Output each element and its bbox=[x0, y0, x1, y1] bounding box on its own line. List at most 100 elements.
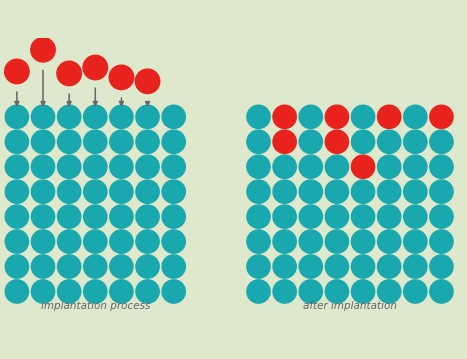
Circle shape bbox=[5, 180, 28, 203]
Circle shape bbox=[83, 55, 107, 80]
Circle shape bbox=[162, 280, 185, 303]
Circle shape bbox=[299, 130, 322, 153]
Circle shape bbox=[351, 230, 375, 253]
Circle shape bbox=[110, 205, 133, 228]
Circle shape bbox=[162, 205, 185, 228]
Circle shape bbox=[162, 180, 185, 203]
Circle shape bbox=[430, 255, 453, 278]
Circle shape bbox=[299, 230, 322, 253]
Circle shape bbox=[57, 255, 81, 278]
Circle shape bbox=[351, 105, 375, 129]
Circle shape bbox=[325, 180, 348, 203]
Circle shape bbox=[430, 180, 453, 203]
Circle shape bbox=[136, 155, 159, 178]
Circle shape bbox=[110, 230, 133, 253]
Circle shape bbox=[110, 155, 133, 178]
Circle shape bbox=[403, 280, 427, 303]
Circle shape bbox=[430, 105, 453, 129]
Circle shape bbox=[162, 230, 185, 253]
Circle shape bbox=[377, 105, 401, 129]
Circle shape bbox=[430, 205, 453, 228]
Circle shape bbox=[162, 105, 185, 129]
Circle shape bbox=[403, 205, 427, 228]
Circle shape bbox=[57, 130, 81, 153]
Circle shape bbox=[136, 180, 159, 203]
Circle shape bbox=[377, 230, 401, 253]
Circle shape bbox=[162, 155, 185, 178]
Text: implantation process: implantation process bbox=[41, 301, 150, 311]
Circle shape bbox=[377, 130, 401, 153]
Circle shape bbox=[377, 280, 401, 303]
Circle shape bbox=[273, 105, 296, 129]
Circle shape bbox=[84, 180, 107, 203]
Circle shape bbox=[5, 255, 28, 278]
Circle shape bbox=[84, 255, 107, 278]
Circle shape bbox=[351, 180, 375, 203]
Circle shape bbox=[57, 205, 81, 228]
Circle shape bbox=[430, 155, 453, 178]
Circle shape bbox=[377, 255, 401, 278]
Circle shape bbox=[273, 155, 296, 178]
Circle shape bbox=[299, 255, 322, 278]
Circle shape bbox=[377, 180, 401, 203]
Circle shape bbox=[136, 230, 159, 253]
Circle shape bbox=[299, 205, 322, 228]
Circle shape bbox=[351, 205, 375, 228]
Circle shape bbox=[136, 130, 159, 153]
Circle shape bbox=[109, 65, 134, 90]
Circle shape bbox=[110, 130, 133, 153]
Circle shape bbox=[377, 155, 401, 178]
Circle shape bbox=[110, 280, 133, 303]
Circle shape bbox=[31, 255, 55, 278]
Circle shape bbox=[299, 155, 322, 178]
Circle shape bbox=[31, 155, 55, 178]
Circle shape bbox=[273, 230, 296, 253]
Circle shape bbox=[325, 155, 348, 178]
Circle shape bbox=[31, 280, 55, 303]
Circle shape bbox=[5, 59, 29, 84]
Circle shape bbox=[247, 105, 270, 129]
Circle shape bbox=[136, 105, 159, 129]
Circle shape bbox=[5, 155, 28, 178]
Circle shape bbox=[247, 205, 270, 228]
Circle shape bbox=[110, 255, 133, 278]
Circle shape bbox=[325, 280, 348, 303]
Circle shape bbox=[110, 180, 133, 203]
Circle shape bbox=[377, 205, 401, 228]
Circle shape bbox=[403, 180, 427, 203]
Circle shape bbox=[273, 130, 296, 153]
Circle shape bbox=[351, 130, 375, 153]
Circle shape bbox=[273, 255, 296, 278]
Circle shape bbox=[57, 61, 81, 86]
Circle shape bbox=[31, 230, 55, 253]
Text: after implantation: after implantation bbox=[303, 301, 397, 311]
Circle shape bbox=[325, 205, 348, 228]
Circle shape bbox=[31, 205, 55, 228]
Circle shape bbox=[57, 280, 81, 303]
Circle shape bbox=[110, 105, 133, 129]
Circle shape bbox=[31, 105, 55, 129]
Circle shape bbox=[403, 155, 427, 178]
Circle shape bbox=[403, 230, 427, 253]
Circle shape bbox=[351, 255, 375, 278]
Circle shape bbox=[325, 230, 348, 253]
Circle shape bbox=[136, 255, 159, 278]
Circle shape bbox=[325, 105, 348, 129]
Circle shape bbox=[273, 205, 296, 228]
Circle shape bbox=[57, 155, 81, 178]
Circle shape bbox=[136, 280, 159, 303]
Circle shape bbox=[57, 105, 81, 129]
Circle shape bbox=[273, 280, 296, 303]
Circle shape bbox=[430, 130, 453, 153]
Circle shape bbox=[247, 180, 270, 203]
Circle shape bbox=[31, 130, 55, 153]
Circle shape bbox=[403, 255, 427, 278]
Circle shape bbox=[84, 155, 107, 178]
Circle shape bbox=[247, 230, 270, 253]
Circle shape bbox=[430, 280, 453, 303]
Circle shape bbox=[351, 155, 375, 178]
Circle shape bbox=[430, 230, 453, 253]
Circle shape bbox=[299, 180, 322, 203]
Circle shape bbox=[247, 130, 270, 153]
Circle shape bbox=[325, 255, 348, 278]
